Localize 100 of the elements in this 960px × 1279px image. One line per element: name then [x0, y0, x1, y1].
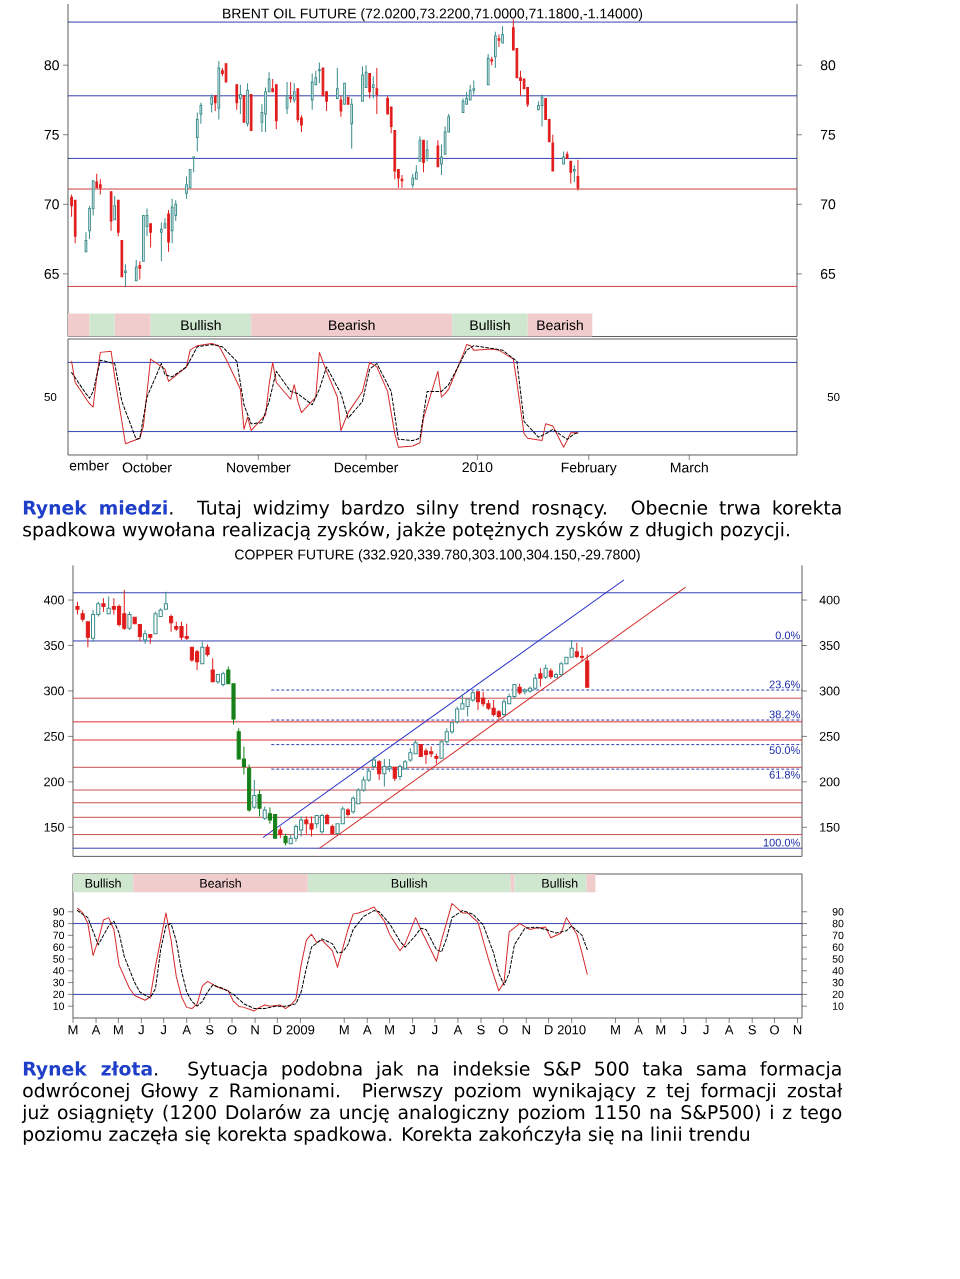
x-tick-label: J	[409, 1025, 415, 1035]
y-tick-label: 80	[44, 60, 59, 71]
y2-tick-label: 90	[832, 908, 844, 916]
y-tick-label: 75	[44, 129, 59, 140]
x-tick-label: 2010	[462, 462, 493, 473]
x-tick-label: J	[138, 1025, 144, 1035]
y2-tick-label: 400	[819, 595, 840, 605]
candlestick	[540, 93, 544, 127]
x-tick-label: N	[251, 1025, 259, 1035]
candlestick	[579, 646, 585, 663]
band-label: Bullish	[391, 878, 427, 888]
y-tick-label: 50	[53, 955, 65, 963]
y2-tick-label: 20	[832, 990, 844, 999]
y-tick-label: 10	[53, 1002, 65, 1010]
candlestick	[143, 629, 148, 645]
candlestick	[247, 764, 252, 813]
candlestick	[325, 813, 330, 825]
band-label: Bullish	[470, 319, 510, 331]
x-tick-label: A	[453, 1025, 463, 1035]
y-tick-label: 90	[53, 908, 65, 916]
candlestick	[142, 214, 145, 262]
y-tick-label: 20	[53, 990, 65, 999]
band-label: Bearish	[329, 319, 375, 331]
x-tick-label: A	[182, 1025, 191, 1035]
y-tick-label: 40	[53, 967, 65, 975]
x-tick-label: A	[634, 1025, 643, 1035]
candlestick	[137, 624, 142, 642]
candlestick	[224, 63, 228, 83]
candlestick	[339, 95, 343, 118]
candlestick	[423, 747, 429, 765]
y-tick-label: 200	[44, 777, 64, 787]
candlestick	[169, 614, 174, 633]
x-tick-label: A	[91, 1025, 101, 1035]
annotation: 50.0%	[769, 746, 800, 755]
y-tick-label: 350	[44, 641, 64, 650]
candlestick	[242, 95, 246, 123]
x-tick-label: M	[68, 1025, 78, 1035]
candlestick	[138, 260, 142, 280]
candlestick	[576, 159, 580, 191]
y2-tick-label: 50	[832, 955, 844, 963]
x-tick-label: O	[770, 1025, 779, 1035]
x-tick-label: J	[703, 1025, 709, 1035]
x-tick-label: N	[522, 1025, 530, 1035]
candlestick	[319, 813, 325, 835]
candlestick	[425, 139, 429, 162]
text: ember	[69, 460, 109, 471]
candlestick	[345, 807, 351, 817]
x-tick-label: S	[477, 1025, 485, 1035]
candlestick	[149, 223, 152, 248]
x-tick-label: S	[748, 1025, 756, 1035]
candlestick	[368, 73, 371, 100]
x-tick-label: D	[273, 1025, 282, 1035]
candlestick	[239, 84, 242, 115]
x-tick-label: October	[122, 462, 172, 473]
y2-tick-label: 200	[819, 777, 840, 787]
candlestick	[486, 53, 490, 86]
candlestick	[289, 81, 292, 104]
candlestick	[375, 67, 379, 115]
candlestick	[573, 164, 576, 183]
x-tick-label: M	[656, 1025, 666, 1035]
candlestick	[569, 160, 573, 184]
y-tick-label: 400	[43, 595, 64, 605]
candlestick	[346, 96, 350, 105]
y2-tick-label: 350	[819, 641, 840, 650]
y-tick-label: 300	[44, 686, 64, 696]
x-tick-label: S	[205, 1025, 214, 1035]
text: Rynek miedzi. Tutaj widzimy bardzo silny trend rosnący. Obecnie trwa korekta spadkowa wywołana realizacją zysków, jakże potężnych zysków z długich pozycji.	[23, 500, 841, 541]
x-tick-label: March	[670, 462, 708, 473]
text: 50	[827, 392, 840, 402]
annotation: 61.8%	[769, 770, 800, 779]
y-tick-label: 60	[53, 943, 65, 951]
candlestick	[210, 93, 213, 114]
candlestick	[475, 691, 481, 711]
candlestick	[497, 34, 501, 48]
candlestick	[422, 139, 425, 173]
candlestick	[397, 764, 403, 781]
candlestick	[501, 698, 507, 717]
x-tick-label: A	[362, 1025, 372, 1035]
candlestick	[501, 25, 504, 44]
candlestick	[84, 231, 88, 253]
candlestick	[109, 191, 113, 232]
candlestick	[106, 595, 111, 615]
x-tick-label: December	[334, 462, 399, 473]
candlestick	[148, 634, 153, 645]
candlestick	[343, 82, 346, 105]
y-tick-label: 250	[44, 731, 64, 741]
x-tick-label: D	[544, 1025, 553, 1035]
candlestick	[132, 616, 137, 625]
band-label: Bearish	[200, 878, 241, 888]
y2-tick-label: 40	[832, 967, 844, 975]
candlestick	[285, 81, 289, 115]
y2-tick-label: 10	[833, 1002, 844, 1010]
candlestick	[200, 641, 205, 665]
candlestick	[101, 597, 106, 613]
y2-tick-label: 80	[820, 60, 836, 71]
band-label: Bullish	[542, 878, 578, 888]
candlestick	[371, 755, 377, 769]
annotation: 100.0%	[763, 838, 800, 847]
annotation: 23.6%	[769, 680, 800, 689]
annotation: 0.0%	[775, 631, 800, 640]
